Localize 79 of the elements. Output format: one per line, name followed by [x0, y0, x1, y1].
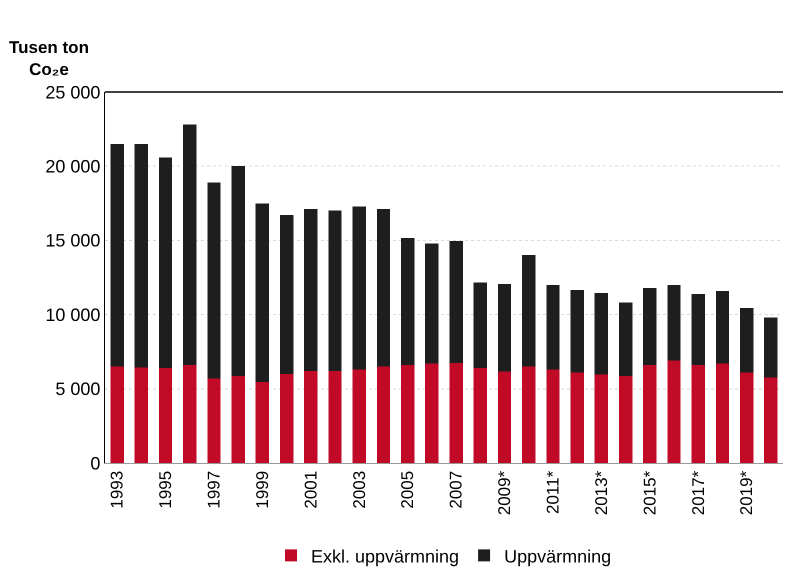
- bar: [352, 370, 366, 463]
- bar: [328, 370, 342, 463]
- bar: [667, 284, 681, 361]
- bar: [449, 241, 463, 363]
- bar: [667, 360, 681, 463]
- x-tick-label: 1995: [156, 470, 176, 509]
- x-tick-label: 2015*: [640, 470, 660, 516]
- bar: [618, 302, 632, 376]
- x-tick-label: 2017*: [688, 470, 708, 516]
- bar: [256, 203, 270, 382]
- bar: [643, 365, 656, 463]
- bar: [594, 374, 608, 463]
- bar: [716, 290, 730, 364]
- bar: [401, 238, 414, 366]
- bar: [618, 376, 632, 463]
- bar: [692, 365, 705, 463]
- x-tick-label: 2003: [350, 470, 369, 509]
- y-tick-label: 15 000: [45, 230, 100, 251]
- bar: [546, 284, 560, 370]
- bar: [474, 282, 487, 368]
- bar: [425, 364, 439, 463]
- bar: [498, 372, 512, 463]
- x-tick-label: 1993: [108, 470, 127, 509]
- bar: [207, 378, 221, 463]
- bar: [570, 372, 584, 463]
- bar: [134, 144, 148, 368]
- legend-label: Uppvärmning: [504, 546, 612, 566]
- x-tick-label: 1997: [204, 470, 224, 509]
- bar: [158, 368, 172, 463]
- bar: [158, 157, 172, 368]
- bar: [256, 382, 270, 463]
- bar: [594, 293, 608, 375]
- bar: [740, 372, 754, 463]
- bar: [110, 366, 124, 463]
- bar: [232, 166, 245, 376]
- bar: [280, 215, 294, 374]
- bar: [498, 284, 512, 372]
- bar: [740, 308, 754, 372]
- x-tick-label: 2011*: [543, 470, 562, 514]
- y-tick-label: 5 000: [55, 379, 100, 400]
- bar: [425, 243, 439, 364]
- bar: [304, 209, 318, 371]
- x-tick-label: 2009*: [495, 470, 514, 516]
- bar: [716, 364, 730, 463]
- bar: [280, 374, 294, 463]
- legend-label: Exkl. uppvärmning: [311, 546, 460, 566]
- bar: [546, 370, 560, 463]
- bar: [352, 206, 366, 370]
- bar: [764, 378, 778, 463]
- x-tick-label: 2019*: [737, 470, 756, 516]
- bar: [692, 294, 705, 366]
- bar: [183, 124, 196, 366]
- bar: [232, 376, 245, 463]
- bar: [401, 365, 414, 463]
- bar: [183, 365, 196, 463]
- x-tick-label: 2013*: [592, 470, 611, 516]
- y-tick-label: 25 000: [45, 82, 100, 102]
- bar: [522, 255, 536, 367]
- bar: [110, 144, 124, 367]
- bar: [474, 368, 487, 463]
- bar: [328, 210, 342, 371]
- bar: [207, 182, 221, 378]
- x-tick-label: 2005: [398, 470, 418, 509]
- bar: [570, 290, 584, 372]
- bar: [376, 366, 390, 463]
- bar: [449, 362, 463, 463]
- bar: [764, 318, 778, 378]
- bar: [134, 367, 148, 463]
- x-tick-label: 2001: [301, 470, 320, 509]
- y-tick-label: 0: [90, 453, 100, 474]
- x-tick-label: 1999: [252, 470, 272, 509]
- x-tick-label: 2007: [446, 470, 466, 509]
- bar: [304, 370, 318, 463]
- bar: [376, 209, 390, 367]
- y-axis-title: Tusen ton Co₂e: [9, 38, 89, 80]
- bar: [522, 366, 536, 463]
- y-tick-label: 20 000: [45, 156, 100, 176]
- y-tick-label: 10 000: [45, 304, 100, 325]
- bar: [643, 288, 656, 366]
